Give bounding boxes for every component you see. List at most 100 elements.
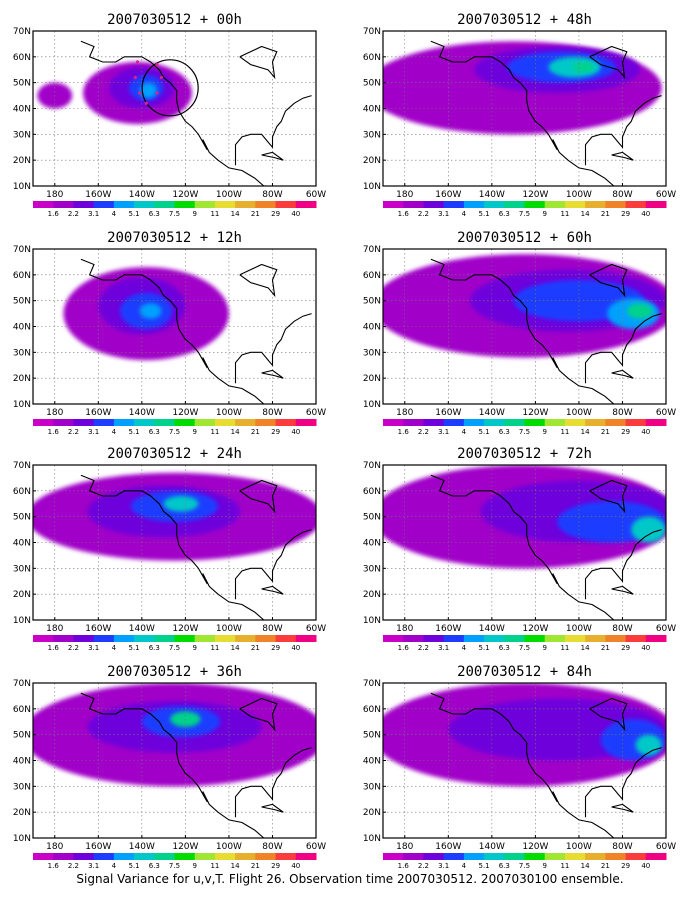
lat-tick-label: 50N — [363, 79, 381, 89]
colorbar-label: 11 — [560, 644, 569, 652]
lon-tick-label: 180 — [396, 624, 413, 634]
colorbar-label: 14 — [581, 862, 590, 870]
colorbar-label: 1.6 — [398, 644, 410, 652]
colorbar-label: 9 — [192, 862, 196, 870]
lon-tick-label: 120W — [522, 624, 548, 634]
dropsonde-point — [155, 91, 159, 95]
lat-tick-label: 50N — [13, 297, 31, 307]
coastline — [261, 151, 284, 161]
lat-tick-label: 70N — [13, 245, 31, 255]
lon-tick-label: 140W — [479, 842, 505, 852]
colorbar-label: 2.2 — [68, 644, 79, 652]
lat-tick-label: 50N — [363, 297, 381, 307]
colorbar-label: 40 — [291, 644, 300, 652]
colorbar-swatch — [275, 635, 297, 642]
colorbar-swatch — [605, 853, 627, 860]
colorbar-label: 7.5 — [519, 210, 530, 218]
colorbar-label: 14 — [231, 644, 240, 652]
colorbar-swatch — [93, 853, 115, 860]
colorbar-label: 40 — [291, 428, 300, 436]
colorbar-label: 6.3 — [149, 210, 160, 218]
lat-tick-label: 70N — [13, 27, 31, 37]
lon-tick-label: 80W — [262, 408, 282, 418]
colorbar-swatch — [564, 419, 586, 426]
colorbar-label: 3.1 — [88, 210, 99, 218]
lon-tick-label: 140W — [129, 190, 155, 200]
colorbar-swatch — [235, 635, 256, 642]
colorbar-label: 3.1 — [438, 644, 449, 652]
lon-tick-label: 120W — [172, 190, 198, 200]
lat-tick-label: 30N — [363, 564, 381, 574]
colorbar-swatch — [564, 635, 586, 642]
coastline — [80, 40, 266, 186]
colorbar-label: 29 — [621, 210, 630, 218]
lon-tick-label: 120W — [172, 842, 198, 852]
panel-title: 2007030512 + 48h — [457, 12, 592, 28]
coastline — [430, 692, 616, 838]
coastline — [584, 313, 662, 384]
lat-tick-label: 10N — [363, 616, 381, 626]
colorbar-swatch — [463, 635, 485, 642]
lon-tick-label: 100W — [566, 408, 592, 418]
colorbar: 1.6 2.2 3.1 4 5.1 6.3 7.5 9 11 14 21 29 40 — [33, 635, 317, 652]
colorbar-label: 1.6 — [398, 428, 410, 436]
colorbar-swatch — [625, 201, 647, 208]
map-panel: 2007030512 + 36h 10N 20N 30N 40N 50N 60N 70N 180… — [13, 664, 326, 870]
coastline — [430, 474, 616, 620]
colorbar: 1.6 2.2 3.1 4 5.1 6.3 7.5 9 11 14 21 29 40 — [383, 201, 667, 218]
colorbar-label: 21 — [601, 644, 610, 652]
lat-tick-label: 30N — [363, 130, 381, 140]
lon-tick-label: 100W — [216, 842, 242, 852]
colorbar-swatch — [443, 419, 465, 426]
coastline — [261, 585, 284, 595]
dropsonde-point — [159, 75, 164, 80]
colorbar-label: 9 — [192, 644, 196, 652]
colorbar-label: 5.1 — [479, 428, 490, 436]
colorbar-swatch — [73, 635, 95, 642]
colorbar: 1.6 2.2 3.1 4 5.1 6.3 7.5 9 11 14 21 29 40 — [33, 201, 317, 218]
panel-title: 2007030512 + 24h — [107, 446, 242, 462]
colorbar-label: 4 — [462, 428, 467, 436]
lat-tick-label: 40N — [363, 323, 381, 333]
lat-tick-label: 10N — [363, 182, 381, 192]
colorbar-swatch — [463, 201, 485, 208]
lat-tick-label: 20N — [363, 156, 381, 166]
panel-title: 2007030512 + 60h — [457, 230, 592, 246]
coastline — [239, 697, 278, 732]
colorbar-swatch — [194, 635, 216, 642]
colorbar-swatch — [383, 201, 404, 208]
colorbar-label: 40 — [641, 428, 650, 436]
colorbar-swatch — [235, 853, 256, 860]
lat-tick-label: 20N — [13, 808, 31, 818]
colorbar-swatch — [625, 635, 647, 642]
lat-tick-label: 20N — [13, 590, 31, 600]
colorbar-label: 9 — [542, 210, 546, 218]
lon-tick-label: 160W — [85, 408, 111, 418]
colorbar-label: 2.2 — [418, 428, 429, 436]
lat-tick-label: 60N — [363, 487, 381, 497]
lon-tick-label: 80W — [612, 408, 632, 418]
colorbar-label: 11 — [560, 428, 569, 436]
lon-tick-label: 60W — [656, 842, 676, 852]
colorbar-label: 3.1 — [88, 644, 99, 652]
colorbar-swatch — [255, 419, 277, 426]
colorbar-swatch — [423, 201, 445, 208]
colorbar-swatch — [113, 853, 135, 860]
colorbar-label: 5.1 — [479, 644, 490, 652]
colorbar-label: 6.3 — [499, 862, 510, 870]
colorbar-label: 29 — [621, 428, 630, 436]
colorbar-swatch — [93, 201, 115, 208]
colorbar-label: 2.2 — [68, 862, 79, 870]
dropsonde-point — [133, 75, 137, 80]
lat-tick-label: 10N — [13, 400, 31, 410]
colorbar-label: 7.5 — [519, 428, 530, 436]
lat-tick-label: 10N — [13, 834, 31, 844]
variance-contour — [626, 303, 653, 319]
colorbar-swatch — [275, 853, 297, 860]
colorbar-swatch — [585, 853, 606, 860]
lon-tick-label: 120W — [172, 408, 198, 418]
colorbar-swatch — [423, 635, 445, 642]
map-panel: 2007030512 + 00h 10N 20N 30N 40N 50N 60N 70N 180… — [13, 12, 326, 218]
colorbar-swatch — [194, 201, 216, 208]
colorbar-swatch — [134, 201, 155, 208]
